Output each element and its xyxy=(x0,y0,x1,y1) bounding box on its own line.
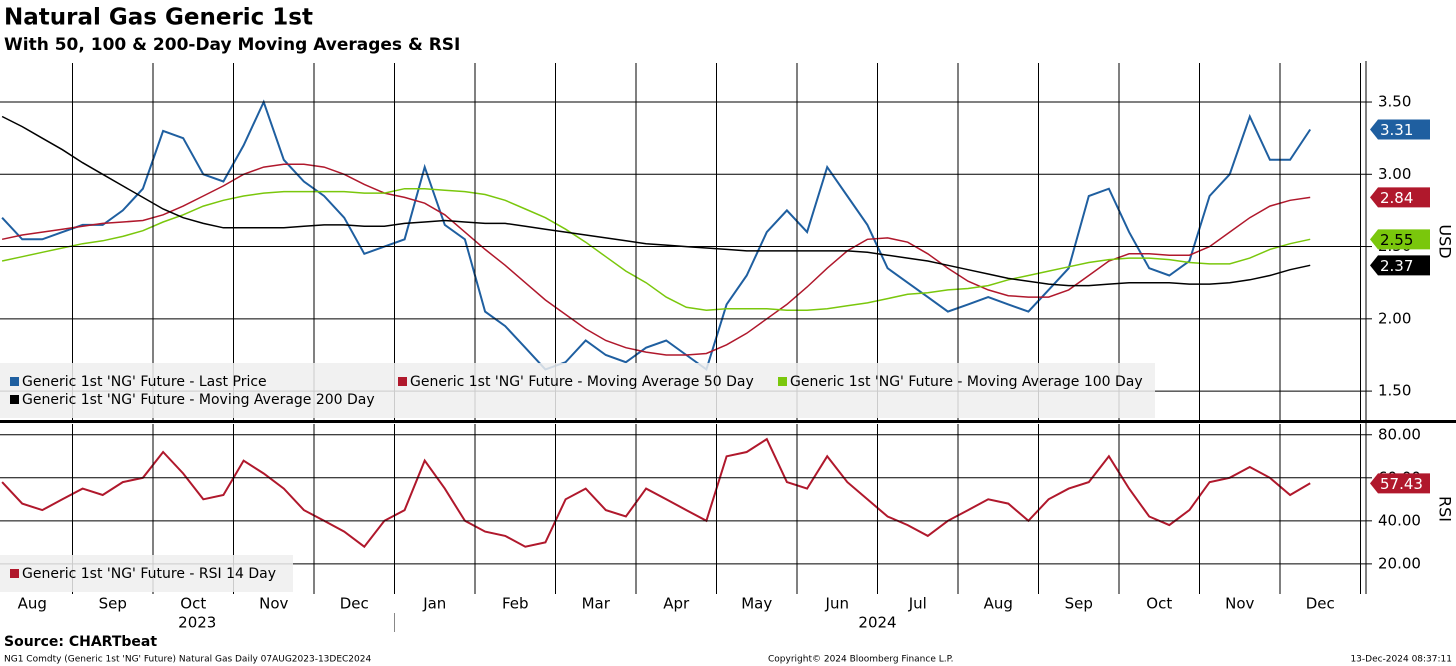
y-tick-label: 40.00 xyxy=(1378,511,1421,529)
last-value-tag xyxy=(1370,473,1430,494)
last-value-label: 2.84 xyxy=(1380,189,1413,207)
y-tick-label: 3.50 xyxy=(1378,93,1411,111)
legend-label: Generic 1st 'NG' Future - RSI 14 Day xyxy=(22,566,276,582)
legend-label: Generic 1st 'NG' Future - Moving Average… xyxy=(790,374,1143,390)
x-tick-label: Dec xyxy=(1306,595,1335,613)
last-value-tag xyxy=(1370,255,1430,276)
legend-box xyxy=(0,363,1155,418)
last-value-tag xyxy=(1370,119,1430,140)
legend-label: Generic 1st 'NG' Future - Moving Average… xyxy=(22,392,375,408)
series-line xyxy=(1,99,1312,372)
year-label: 2023 xyxy=(178,614,216,632)
legend-swatch xyxy=(10,569,19,578)
plot-area xyxy=(1,99,1312,549)
year-label: 2024 xyxy=(858,614,896,632)
x-tick-label: Apr xyxy=(663,595,690,613)
last-value-label: 3.31 xyxy=(1380,121,1413,139)
x-tick-label: Mar xyxy=(582,595,611,613)
legend-label: Generic 1st 'NG' Future - Last Price xyxy=(22,374,267,390)
legend-swatch xyxy=(778,377,787,386)
footer-right: 13-Dec-2024 08:37:11 xyxy=(1350,655,1452,665)
legend-swatch xyxy=(398,377,407,386)
x-tick-label: Jan xyxy=(422,595,446,613)
x-tick-label: Oct xyxy=(180,595,206,613)
y-tick-label: 3.00 xyxy=(1378,165,1411,183)
x-tick-label: May xyxy=(741,595,772,613)
last-value-label: 2.55 xyxy=(1380,231,1413,249)
y-tick-label: 1.50 xyxy=(1378,382,1411,400)
x-tick-label: Jun xyxy=(825,595,849,613)
last-value-label: 2.37 xyxy=(1380,257,1413,275)
y-tick-label: 20.00 xyxy=(1378,554,1421,572)
y-tick-label: 80.00 xyxy=(1378,425,1421,443)
legend-label: Generic 1st 'NG' Future - Moving Average… xyxy=(410,374,754,390)
x-tick-label: Sep xyxy=(99,595,127,613)
y-tick-label: 2.00 xyxy=(1378,309,1411,327)
last-value-tag xyxy=(1370,229,1430,250)
legend-swatch xyxy=(10,395,19,404)
series-line xyxy=(1,163,1311,356)
x-tick-label: Sep xyxy=(1065,595,1093,613)
axis-label: RSI xyxy=(1436,496,1455,522)
axis-label: USD xyxy=(1436,224,1455,258)
x-tick-label: Aug xyxy=(984,595,1013,613)
x-tick-label: Feb xyxy=(502,595,529,613)
x-tick-label: Aug xyxy=(18,595,47,613)
x-tick-label: Dec xyxy=(340,595,369,613)
legend-box xyxy=(0,555,293,592)
x-tick-label: Oct xyxy=(1146,595,1172,613)
last-value-tag xyxy=(1370,187,1430,208)
source: Source: CHARTbeat xyxy=(4,634,157,650)
legend-swatch xyxy=(10,377,19,386)
series-line xyxy=(1,115,1311,287)
footer-center: Copyright© 2024 Bloomberg Finance L.P. xyxy=(768,655,953,665)
footer-left: NG1 Comdty (Generic 1st 'NG' Future) Nat… xyxy=(4,655,371,665)
x-tick-label: Jul xyxy=(908,595,927,613)
x-tick-label: Nov xyxy=(259,595,288,613)
series-line xyxy=(1,187,1311,311)
x-tick-label: Nov xyxy=(1225,595,1254,613)
chart-title: Natural Gas Generic 1st xyxy=(4,5,313,31)
chart-subtitle: With 50, 100 & 200-Day Moving Averages &… xyxy=(4,35,460,55)
series-line xyxy=(1,437,1311,549)
last-value-label: 57.43 xyxy=(1380,475,1423,493)
panel-separator xyxy=(0,420,1456,423)
